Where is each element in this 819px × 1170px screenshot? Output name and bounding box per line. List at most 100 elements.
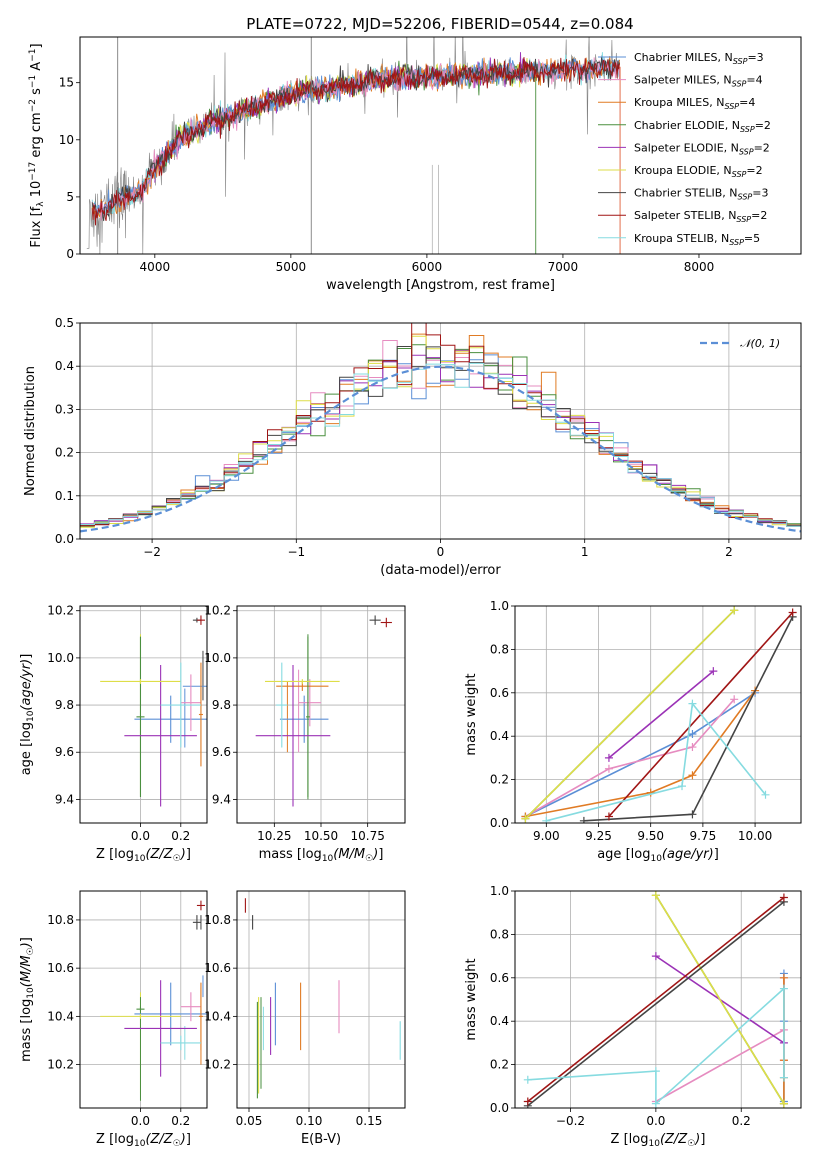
plot-area-mass_vs_Z (100, 900, 207, 1101)
label-part: (Z/Z (145, 847, 173, 862)
label-part: (Z/Z (145, 1132, 173, 1147)
plot-area-age_vs_Z (100, 615, 207, 807)
y-tick-label: 0.1 (55, 489, 74, 503)
plus-marker (730, 695, 739, 704)
axes-age_vs_mass: 10.25 10.50 10.75 9.4 9.6 9.8 10.0 10.2 mass [lo… (204, 604, 406, 864)
label-part: log (19, 722, 34, 742)
label-part: ) (180, 847, 186, 862)
label-part: ] (19, 654, 34, 659)
y-tick-label: 9.8 (212, 698, 231, 712)
y-tick-label: 10.6 (47, 961, 74, 975)
y-tick-label: 0.6 (490, 971, 509, 985)
y-axis-label: mass weight (464, 673, 479, 755)
y-tick-label: 10.8 (204, 913, 231, 927)
legend-entry: Chabrier STELIB, NSSP=3 (634, 187, 768, 202)
plus-marker (651, 1099, 660, 1108)
label-part: mass weight (464, 958, 479, 1040)
label-part: (M/M (19, 955, 34, 987)
label-part: ] (700, 1132, 705, 1147)
x-tick-label: 0.0 (131, 1114, 150, 1128)
legend-nssp: =2 (751, 209, 767, 222)
y-tick-label: 9.4 (212, 792, 231, 806)
label-part: 10 (134, 1139, 146, 1149)
label-part: Normed distribution (23, 366, 38, 496)
plot-area-spectrum (86, 37, 621, 254)
label-part: ) (19, 942, 34, 948)
plus-marker (651, 891, 660, 900)
label-part: ] (378, 847, 383, 862)
x-tick-label: 0.10 (296, 1114, 323, 1128)
label-part: A (29, 62, 44, 75)
legend-entry: Salpeter STELIB, NSSP=2 (634, 209, 767, 224)
label-part: log (114, 1132, 134, 1147)
y-tick-label: 0.6 (490, 686, 509, 700)
legend-nssp: =3 (747, 51, 763, 64)
plus-marker (521, 814, 530, 823)
legend-subscript: SSP (739, 147, 754, 156)
plus-marker (604, 764, 613, 773)
y-tick-label: 0.0 (490, 816, 509, 830)
plot-area-weight_vs_Z (523, 891, 788, 1108)
y-tick-label: 5 (66, 190, 74, 204)
label-part: (age/yr) (662, 847, 714, 862)
legend-entry: Chabrier ELODIE, NSSP=2 (634, 119, 771, 134)
y-tick-label: 10.0 (204, 651, 231, 665)
axes-frame (236, 890, 406, 1109)
legend-entry: Kroupa STELIB, NSSP=5 (634, 232, 760, 247)
weight-line-kroupa-stelib (546, 701, 767, 822)
legend-entry: 𝒩(0, 1) (740, 337, 780, 350)
x-tick-label: 9.25 (585, 829, 612, 843)
legend-subscript: SSP (732, 170, 747, 179)
plus-marker (678, 782, 687, 791)
y-tick-label: 0.4 (55, 359, 74, 373)
y-tick-label: 10.4 (47, 1009, 74, 1023)
axes-weight_vs_age: 9.00 9.25 9.50 9.75 10.00 0.0 0.2 0.4 0.6 0.8 1.0 a… (464, 599, 802, 864)
legend-nssp: =5 (744, 232, 760, 245)
label-part: mass weight (464, 673, 479, 755)
label-part: 10 (134, 854, 146, 864)
y-tick-label: 0.3 (55, 402, 74, 416)
label-part: 10 (322, 854, 334, 864)
label-part: 10 (650, 854, 662, 864)
legend-subscript: SSP (724, 102, 739, 111)
label-part: ] (186, 1132, 191, 1147)
plus-marker (688, 730, 697, 739)
plot-area-weight_vs_age (521, 606, 797, 823)
y-tick-label: 0.4 (490, 729, 509, 743)
label-part: mass [ (259, 847, 302, 862)
legend-model: Chabrier MILES, N (634, 51, 733, 64)
label-part: ☉ (173, 854, 181, 864)
label-part: ] (186, 847, 191, 862)
axes-residuals: −2 −1 0 1 2 0.0 0.1 0.2 0.3 0.4 0.5 𝒩(0, 1) (data-mo… (23, 316, 802, 578)
x-axis-label: Z [log10(Z/Z☉)] (96, 1132, 191, 1149)
label-part: (M/M (333, 847, 365, 862)
histogram-kroupa-stelib (80, 362, 801, 527)
label-part: log (19, 999, 34, 1019)
plus-marker (688, 699, 697, 708)
weight-line-chabrier-miles (525, 692, 756, 818)
weight-line-salpeter-miles (525, 698, 735, 818)
x-tick-label: 4000 (140, 260, 171, 274)
plus-marker (788, 608, 797, 617)
plot-area-residuals (80, 323, 801, 533)
y-tick-label: 0.2 (490, 773, 509, 787)
label-part: −1 (28, 49, 38, 62)
y-tick-label: 15 (59, 76, 74, 90)
label-part: log (629, 1132, 649, 1147)
label-part: Flux [f (29, 206, 44, 247)
x-tick-label: 8000 (684, 260, 715, 274)
label-part: ] (19, 937, 34, 942)
label-part: mass [ (19, 1019, 34, 1062)
y-tick-label: 0.2 (490, 1058, 509, 1072)
label-part: −1 (28, 75, 38, 88)
legend-model: Kroupa ELODIE, N (634, 164, 732, 177)
x-tick-label: 10.75 (350, 829, 384, 843)
plus-marker (523, 1097, 532, 1106)
plus-marker (579, 816, 588, 823)
legend-subscript: SSP (736, 215, 751, 224)
x-tick-label: 6000 (412, 260, 443, 274)
legend-subscript: SSP (740, 125, 755, 134)
y-tick-label: 1.0 (490, 884, 509, 898)
label-part: 10 (29, 181, 44, 202)
x-tick-label: 1 (581, 545, 589, 559)
